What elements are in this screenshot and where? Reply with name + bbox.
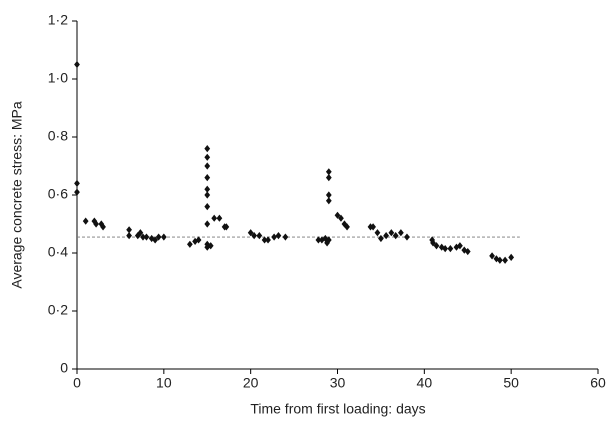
point [370, 223, 376, 231]
point [442, 245, 449, 253]
y-tick-label: 0·4 [48, 244, 68, 260]
x-tick-label: 60 [590, 375, 606, 391]
point [74, 179, 80, 187]
point [325, 174, 332, 182]
point [211, 214, 218, 222]
point [155, 233, 162, 241]
point [74, 188, 80, 196]
point [325, 168, 332, 176]
point [204, 162, 211, 170]
point [464, 247, 471, 256]
point [378, 234, 384, 243]
point [433, 242, 440, 250]
y-tick-label: 0·2 [48, 302, 68, 318]
point [204, 220, 211, 228]
y-tick-label: 0 [60, 360, 68, 376]
point [374, 229, 381, 237]
point [404, 233, 410, 241]
point [457, 242, 463, 250]
y-tick-label: 1·0 [48, 70, 68, 86]
point [207, 242, 214, 250]
point [152, 236, 159, 244]
y-axis-label: Average concrete stress: MPa [9, 101, 25, 288]
x-tick-label: 0 [73, 375, 81, 391]
point [388, 229, 395, 237]
point [493, 255, 500, 263]
point [204, 153, 211, 161]
point [93, 220, 99, 228]
point [282, 233, 289, 241]
point [447, 245, 454, 253]
point [392, 232, 399, 240]
point [247, 229, 254, 237]
x-tick-label: 20 [243, 375, 259, 391]
point [383, 232, 390, 240]
point [216, 214, 223, 222]
point [325, 191, 332, 199]
point [325, 236, 332, 244]
point [430, 239, 436, 247]
x-tick-label: 30 [330, 375, 346, 391]
x-tick-label: 10 [156, 375, 172, 391]
point [74, 60, 80, 69]
y-tick-label: 0·6 [48, 186, 68, 202]
point [223, 223, 230, 231]
point [143, 233, 150, 241]
point [344, 223, 350, 231]
point [334, 211, 341, 219]
point [204, 203, 211, 211]
y-tick-label: 1·2 [48, 12, 68, 28]
x-axis-label: Time from first loading: days [250, 401, 425, 417]
point [256, 232, 263, 240]
point [508, 253, 515, 261]
y-tick-label: 0·8 [48, 128, 68, 144]
point [496, 256, 503, 264]
point [126, 232, 132, 240]
point [275, 232, 282, 240]
point [265, 236, 271, 244]
point [187, 240, 193, 248]
point [204, 145, 211, 153]
point [126, 226, 132, 234]
point [204, 191, 211, 199]
point [502, 256, 508, 264]
point [261, 236, 268, 244]
point [271, 233, 277, 241]
point [398, 229, 404, 237]
point [204, 185, 211, 193]
point [160, 233, 167, 241]
point [140, 233, 146, 241]
point [82, 217, 89, 225]
point [338, 214, 344, 222]
x-tick-label: 50 [503, 375, 519, 391]
point [315, 236, 322, 244]
point [204, 174, 211, 182]
point [137, 229, 144, 237]
point [100, 223, 106, 231]
point [489, 252, 495, 260]
point [195, 236, 202, 244]
x-tick-label: 40 [417, 375, 433, 391]
point [251, 232, 258, 240]
point [325, 197, 332, 205]
